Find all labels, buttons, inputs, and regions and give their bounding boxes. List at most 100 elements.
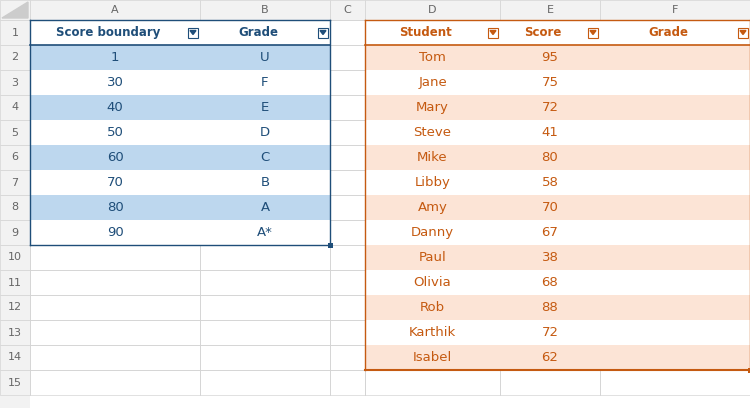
Bar	[365, 345, 500, 370]
Bar	[500, 295, 600, 320]
Text: 15: 15	[8, 377, 22, 388]
Text: F: F	[672, 5, 678, 15]
Bar	[330, 320, 365, 345]
Text: C: C	[260, 151, 270, 164]
Text: F: F	[261, 76, 268, 89]
Text: 12: 12	[8, 302, 22, 313]
Bar	[500, 320, 600, 345]
Bar	[330, 195, 365, 220]
Bar	[365, 95, 500, 120]
Bar	[365, 195, 500, 220]
Text: E: E	[261, 101, 269, 114]
Bar	[365, 45, 500, 70]
Bar	[500, 170, 600, 195]
Bar	[365, 20, 500, 45]
Bar	[200, 195, 330, 220]
Bar	[0, 95, 30, 120]
Bar	[365, 270, 500, 295]
Bar	[30, 320, 200, 345]
Text: Mary: Mary	[416, 101, 449, 114]
Bar	[500, 195, 600, 220]
Bar	[0, 245, 30, 270]
Text: 1: 1	[11, 27, 19, 38]
Bar	[365, 220, 500, 245]
Bar	[500, 95, 600, 120]
Bar	[365, 20, 500, 45]
Bar	[365, 70, 500, 95]
Bar	[200, 120, 330, 145]
Bar	[30, 370, 200, 395]
Text: Steve: Steve	[413, 126, 452, 139]
Bar	[500, 120, 600, 145]
Bar	[30, 95, 200, 120]
Text: 60: 60	[106, 151, 123, 164]
Bar	[200, 370, 330, 395]
Text: 80: 80	[542, 151, 558, 164]
Bar	[500, 170, 600, 195]
Bar	[600, 220, 750, 245]
Bar	[0, 295, 30, 320]
Text: 5: 5	[11, 127, 19, 137]
Bar	[200, 245, 330, 270]
Bar	[365, 0, 500, 20]
Bar	[500, 370, 600, 395]
Polygon shape	[490, 31, 496, 35]
Bar	[588, 27, 598, 38]
Bar	[488, 27, 498, 38]
Bar	[0, 270, 30, 295]
Bar	[30, 70, 200, 95]
Bar	[30, 345, 200, 370]
Bar	[0, 170, 30, 195]
Text: A*: A*	[257, 226, 273, 239]
Bar	[30, 170, 200, 195]
Bar	[330, 370, 365, 395]
Text: A: A	[260, 201, 269, 214]
Text: 14: 14	[8, 353, 22, 362]
Bar	[30, 270, 200, 295]
Text: Karthik: Karthik	[409, 326, 456, 339]
Bar	[500, 120, 600, 145]
Bar	[30, 45, 200, 70]
Bar	[600, 20, 750, 45]
Bar	[500, 345, 600, 370]
Bar	[200, 120, 330, 145]
Bar	[365, 45, 500, 70]
Text: Libby: Libby	[415, 176, 451, 189]
Text: 38: 38	[542, 251, 559, 264]
Bar	[500, 20, 600, 45]
Bar	[738, 27, 748, 38]
Text: 40: 40	[106, 101, 123, 114]
Bar	[600, 70, 750, 95]
Text: 13: 13	[8, 328, 22, 337]
Text: 6: 6	[11, 153, 19, 162]
Text: 30: 30	[106, 76, 124, 89]
Bar	[200, 320, 330, 345]
Text: E: E	[547, 5, 554, 15]
Bar	[30, 195, 200, 220]
Text: D: D	[428, 5, 436, 15]
Bar	[330, 345, 365, 370]
Text: Student: Student	[399, 26, 451, 39]
Bar	[600, 345, 750, 370]
Bar	[200, 70, 330, 95]
Bar	[200, 45, 330, 70]
Bar	[330, 95, 365, 120]
Bar	[30, 170, 200, 195]
Bar	[600, 245, 750, 270]
Bar	[200, 220, 330, 245]
Polygon shape	[590, 31, 596, 35]
Bar	[365, 170, 500, 195]
Bar	[365, 145, 500, 170]
Bar	[500, 45, 600, 70]
Text: 11: 11	[8, 277, 22, 288]
Text: 41: 41	[542, 126, 559, 139]
Bar	[365, 70, 500, 95]
Bar	[365, 295, 500, 320]
Polygon shape	[740, 31, 746, 35]
Bar	[600, 320, 750, 345]
Bar	[500, 95, 600, 120]
Bar	[200, 220, 330, 245]
Bar	[330, 70, 365, 95]
Bar	[500, 295, 600, 320]
Bar	[328, 242, 332, 248]
